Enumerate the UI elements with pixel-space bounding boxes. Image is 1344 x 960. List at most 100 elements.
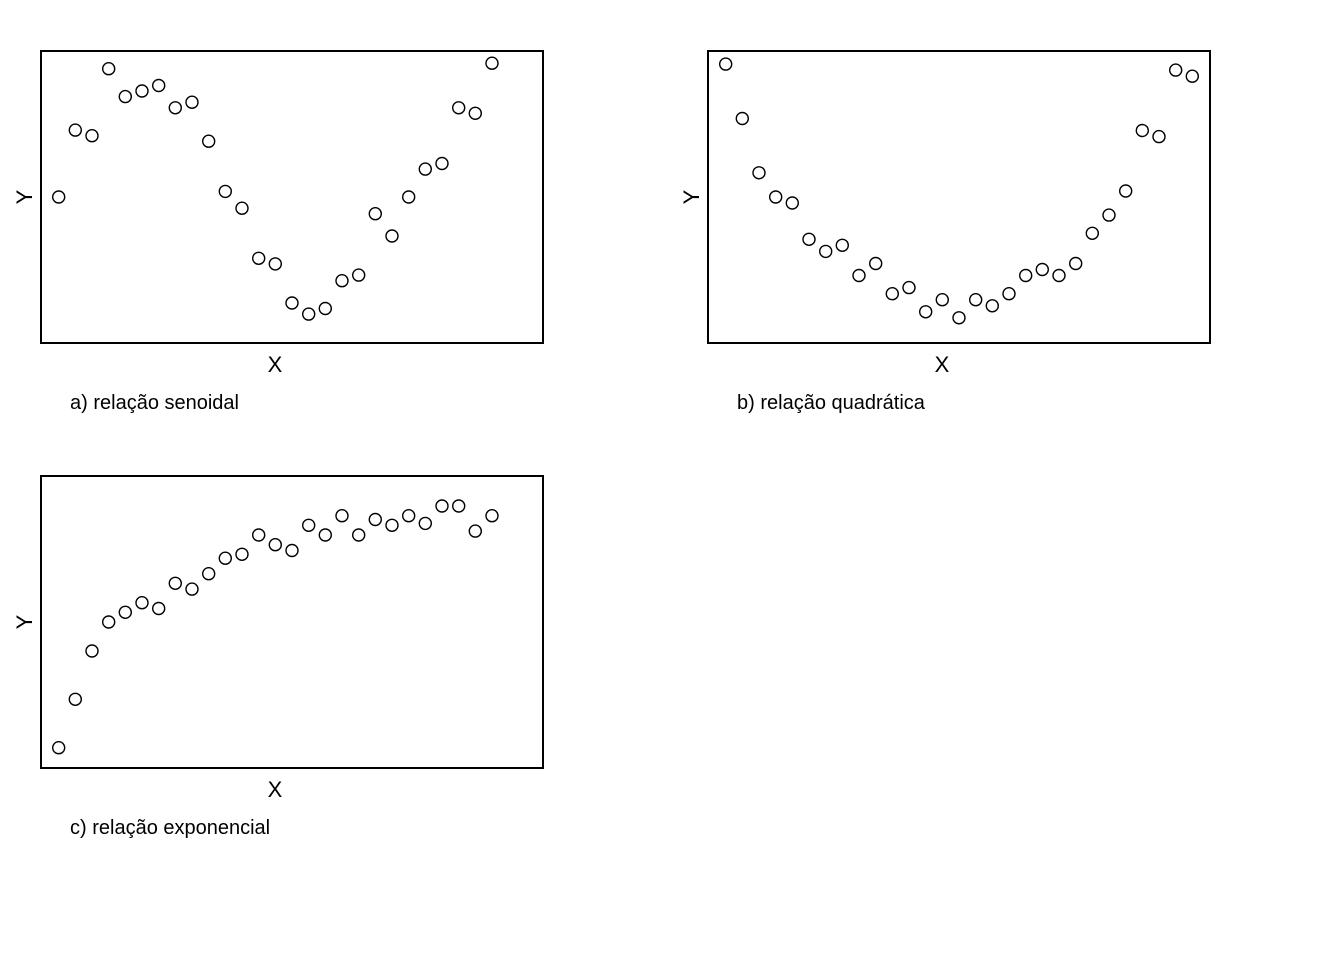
- data-point: [119, 606, 131, 618]
- data-point: [286, 297, 298, 309]
- data-point: [136, 597, 148, 609]
- data-point: [1036, 264, 1048, 276]
- data-point: [936, 294, 948, 306]
- data-point: [753, 167, 765, 179]
- plot-row: Y: [10, 475, 544, 769]
- panel-c: Y Xc) relação exponencial: [10, 475, 637, 840]
- plot-row: Y: [10, 50, 544, 344]
- y-axis-label: Y: [12, 607, 38, 637]
- x-axis-label: X: [935, 352, 950, 378]
- plot-box: [40, 475, 544, 769]
- x-axis-label: X: [268, 777, 283, 803]
- data-point: [369, 514, 381, 526]
- data-point: [920, 306, 932, 318]
- data-point: [69, 693, 81, 705]
- data-point: [169, 577, 181, 589]
- data-point: [986, 300, 998, 312]
- data-point: [870, 258, 882, 270]
- data-point: [169, 102, 181, 114]
- data-point: [486, 510, 498, 522]
- data-point: [953, 312, 965, 324]
- data-point: [469, 107, 481, 119]
- data-point: [903, 282, 915, 294]
- panel-b: Y Xb) relação quadrática: [677, 50, 1304, 415]
- data-point: [386, 519, 398, 531]
- data-point: [303, 308, 315, 320]
- data-point: [1053, 270, 1065, 282]
- data-point: [803, 233, 815, 245]
- data-point: [186, 96, 198, 108]
- data-point: [319, 303, 331, 315]
- data-point: [69, 124, 81, 136]
- panel-caption: a) relação senoidal: [70, 392, 239, 415]
- data-point: [86, 130, 98, 142]
- data-point: [403, 191, 415, 203]
- data-point: [86, 645, 98, 657]
- plot-box: [707, 50, 1211, 344]
- data-point: [336, 275, 348, 287]
- data-point: [353, 269, 365, 281]
- data-point: [1170, 64, 1182, 76]
- data-point: [886, 288, 898, 300]
- data-point: [53, 742, 65, 754]
- data-point: [1186, 70, 1198, 82]
- plot-box: [40, 50, 544, 344]
- data-point: [236, 202, 248, 214]
- data-point: [153, 603, 165, 615]
- data-point: [103, 63, 115, 75]
- scatter-svg: [42, 477, 542, 767]
- data-point: [1153, 131, 1165, 143]
- data-point: [286, 545, 298, 557]
- data-point: [236, 548, 248, 560]
- data-point: [1103, 209, 1115, 221]
- data-point: [853, 270, 865, 282]
- data-point: [369, 208, 381, 220]
- data-point: [1020, 270, 1032, 282]
- x-axis-label: X: [268, 352, 283, 378]
- data-point: [136, 85, 148, 97]
- y-axis-label: Y: [12, 182, 38, 212]
- data-point: [336, 510, 348, 522]
- data-point: [253, 529, 265, 541]
- data-point: [203, 568, 215, 580]
- y-axis-label: Y: [679, 182, 705, 212]
- data-point: [269, 258, 281, 270]
- panel-caption: b) relação quadrática: [737, 392, 925, 415]
- data-point: [186, 583, 198, 595]
- data-point: [103, 616, 115, 628]
- data-point: [820, 245, 832, 257]
- data-point: [453, 102, 465, 114]
- panel-a: Y Xa) relação senoidal: [10, 50, 637, 415]
- data-point: [1070, 258, 1082, 270]
- data-point: [836, 239, 848, 251]
- data-point: [119, 91, 131, 103]
- data-point: [419, 163, 431, 175]
- data-point: [203, 135, 215, 147]
- data-point: [436, 158, 448, 170]
- data-point: [253, 252, 265, 264]
- data-point: [486, 57, 498, 69]
- data-point: [319, 529, 331, 541]
- plot-row: Y: [677, 50, 1211, 344]
- scatter-svg: [42, 52, 542, 342]
- data-point: [403, 510, 415, 522]
- data-point: [1136, 125, 1148, 137]
- data-point: [1003, 288, 1015, 300]
- data-point: [353, 529, 365, 541]
- data-point: [153, 80, 165, 92]
- panel-caption: c) relação exponencial: [70, 817, 270, 840]
- data-point: [469, 525, 481, 537]
- data-point: [436, 500, 448, 512]
- scatter-svg: [709, 52, 1209, 342]
- data-point: [303, 519, 315, 531]
- data-point: [736, 113, 748, 125]
- data-point: [386, 230, 398, 242]
- data-point: [269, 539, 281, 551]
- data-point: [1120, 185, 1132, 197]
- data-point: [720, 58, 732, 70]
- data-point: [219, 552, 231, 564]
- data-point: [53, 191, 65, 203]
- data-point: [770, 191, 782, 203]
- data-point: [1086, 227, 1098, 239]
- data-point: [970, 294, 982, 306]
